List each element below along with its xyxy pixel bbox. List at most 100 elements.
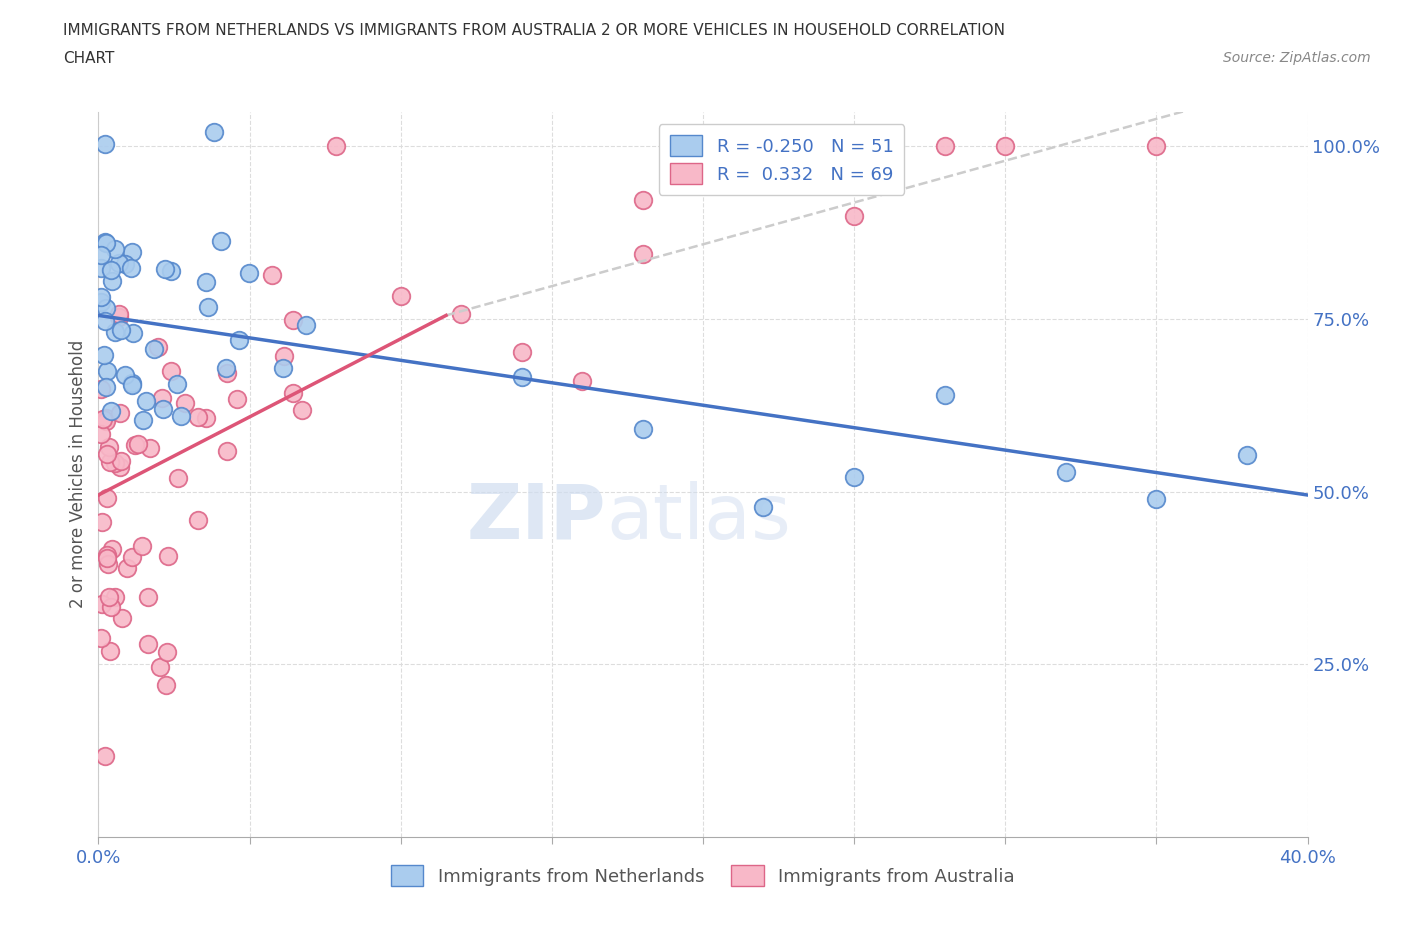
Point: [93, 234, 115, 249]
Point: [844, 209, 866, 224]
Point: [195, 411, 218, 426]
Point: [91, 597, 114, 612]
Point: [96, 364, 118, 379]
Point: [197, 300, 219, 315]
Point: [571, 374, 593, 389]
Point: [96, 446, 118, 461]
Point: [136, 590, 159, 604]
Point: [91, 514, 114, 529]
Point: [121, 376, 143, 391]
Point: [1144, 139, 1167, 153]
Point: [93, 348, 115, 363]
Text: atlas: atlas: [606, 481, 792, 555]
Point: [752, 499, 775, 514]
Point: [294, 318, 316, 333]
Point: [238, 265, 260, 280]
Point: [143, 341, 166, 356]
Point: [100, 600, 122, 615]
Point: [121, 245, 143, 259]
Point: [90, 382, 112, 397]
Point: [160, 264, 183, 279]
Point: [1144, 492, 1167, 507]
Point: [156, 548, 179, 563]
Point: [90, 290, 112, 305]
Point: [93, 136, 115, 151]
Point: [187, 410, 209, 425]
Point: [94, 313, 117, 328]
Point: [90, 260, 112, 275]
Point: [692, 139, 714, 153]
Point: [159, 364, 181, 379]
Point: [135, 393, 157, 408]
Point: [115, 561, 138, 576]
Point: [96, 551, 118, 565]
Point: [225, 392, 247, 406]
Point: [156, 644, 179, 659]
Point: [96, 410, 118, 425]
Point: [150, 391, 173, 405]
Point: [104, 590, 127, 604]
Point: [215, 365, 238, 380]
Point: [167, 471, 190, 485]
Point: [96, 490, 118, 505]
Point: [174, 396, 197, 411]
Point: [844, 470, 866, 485]
Point: [202, 125, 225, 140]
Point: [215, 444, 238, 458]
Point: [114, 367, 136, 382]
Point: [146, 339, 169, 354]
Point: [153, 261, 176, 276]
Text: IMMIGRANTS FROM NETHERLANDS VS IMMIGRANTS FROM AUSTRALIA 2 OR MORE VEHICLES IN H: IMMIGRANTS FROM NETHERLANDS VS IMMIGRANT…: [63, 23, 1005, 38]
Point: [96, 236, 118, 251]
Point: [107, 307, 129, 322]
Point: [934, 139, 956, 153]
Point: [510, 345, 533, 360]
Point: [631, 422, 654, 437]
Point: [110, 454, 132, 469]
Point: [994, 139, 1017, 153]
Point: [450, 307, 472, 322]
Point: [100, 404, 122, 418]
Point: [104, 456, 127, 471]
Point: [139, 441, 162, 456]
Point: [124, 437, 146, 452]
Point: [187, 513, 209, 528]
Point: [110, 323, 132, 338]
Point: [752, 139, 775, 153]
Point: [120, 261, 142, 276]
Point: [108, 256, 131, 271]
Point: [98, 455, 121, 470]
Point: [389, 289, 412, 304]
Point: [121, 378, 143, 392]
Point: [228, 333, 250, 348]
Text: ZIP: ZIP: [467, 481, 606, 555]
Point: [325, 139, 347, 153]
Point: [152, 402, 174, 417]
Point: [121, 550, 143, 565]
Point: [132, 413, 155, 428]
Point: [121, 326, 143, 340]
Point: [108, 459, 131, 474]
Point: [100, 263, 122, 278]
Point: [98, 644, 121, 658]
Point: [90, 427, 112, 442]
Point: [101, 541, 124, 556]
Point: [94, 300, 117, 315]
Point: [98, 440, 121, 455]
Point: [195, 274, 218, 289]
Point: [111, 611, 134, 626]
Point: [104, 325, 127, 339]
Point: [262, 267, 284, 282]
Text: CHART: CHART: [63, 51, 115, 66]
Point: [214, 360, 236, 375]
Point: [131, 538, 153, 553]
Point: [170, 408, 193, 423]
Point: [166, 377, 188, 392]
Point: [90, 248, 112, 263]
Point: [1236, 447, 1258, 462]
Point: [114, 257, 136, 272]
Point: [93, 748, 115, 763]
Text: Source: ZipAtlas.com: Source: ZipAtlas.com: [1223, 51, 1371, 65]
Point: [271, 360, 294, 375]
Point: [273, 349, 295, 364]
